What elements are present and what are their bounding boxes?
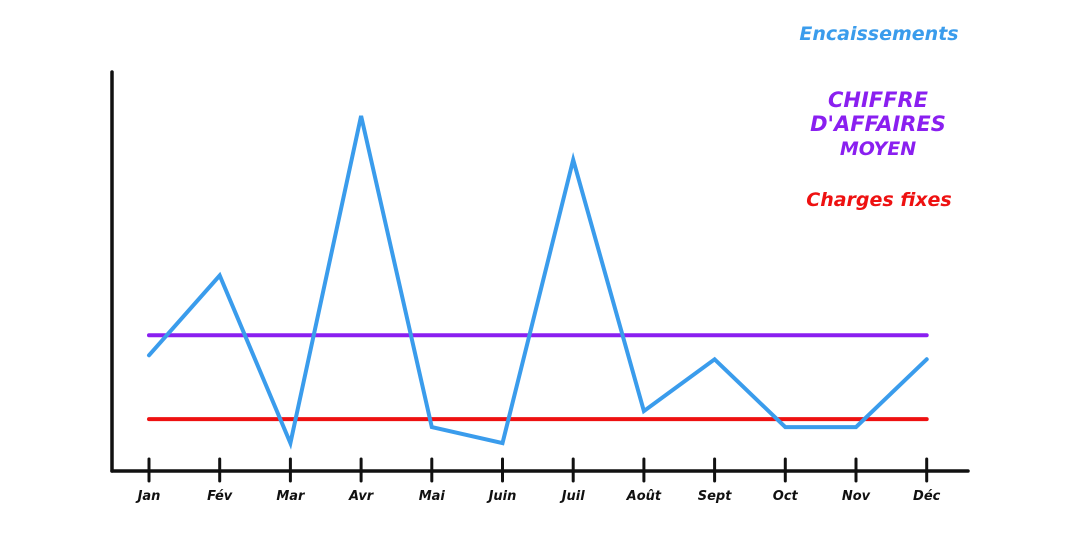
x-tick-label-4: Mai: [419, 489, 446, 504]
x-tick-label-8: Sept: [698, 489, 732, 504]
x-tick-label-1: Fév: [207, 489, 233, 504]
x-tick-label-9: Oct: [773, 489, 799, 504]
legend-ca-line-3: MOYEN: [840, 138, 916, 160]
series-line-0: [147, 115, 929, 450]
legend-encaissements: Encaissements: [799, 23, 958, 45]
x-tick-label-5: Juin: [486, 489, 517, 504]
x-tick-label-7: Août: [626, 489, 662, 504]
legend-ca-line-1: CHIFFRE: [828, 88, 929, 112]
x-tick-label-2: Mar: [276, 489, 306, 504]
x-tick-label-11: Déc: [913, 489, 941, 504]
x-tick-label-10: Nov: [842, 489, 871, 504]
legend-charges-fixes: Charges fixes: [806, 189, 951, 211]
legend-ca-line-2: D'AFFAIRES: [810, 112, 946, 136]
legend: Encaissements CHIFFRE D'AFFAIRES MOYEN C…: [799, 23, 958, 211]
x-ticks: Jan Fév Mar Avr Mai Juin Juil Août Sept Oct Nov Déc: [135, 457, 941, 504]
axes: [110, 70, 970, 473]
x-tick-label-0: Jan: [135, 489, 161, 504]
series-layer: [147, 115, 929, 450]
x-tick-label-6: Juil: [559, 489, 586, 504]
x-tick-label-3: Avr: [348, 489, 375, 504]
